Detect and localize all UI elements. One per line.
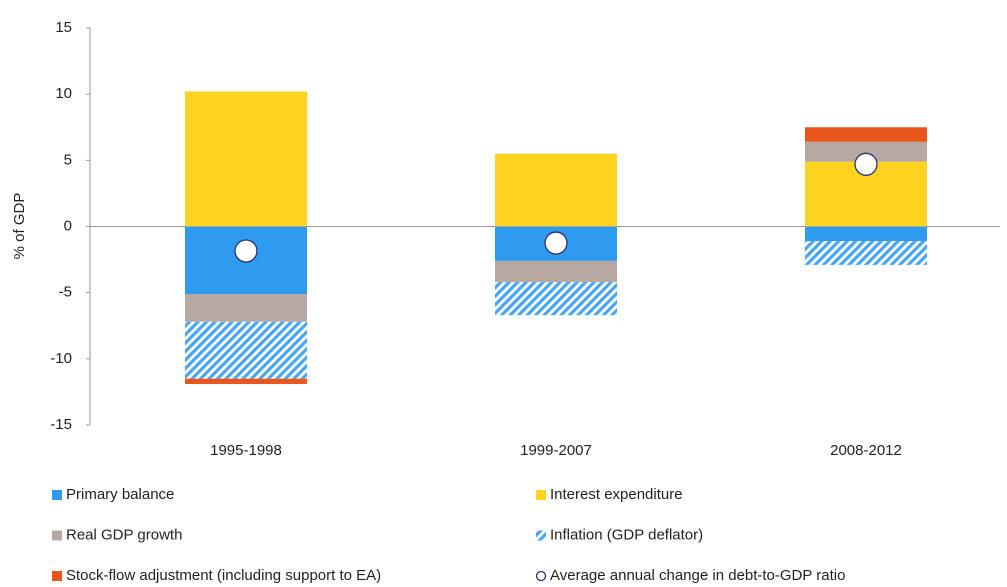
y-axis-title: % of GDP — [11, 193, 28, 260]
point — [234, 239, 258, 263]
bar-segment — [185, 378, 307, 384]
bar-segment — [805, 127, 927, 142]
legend-marker — [52, 490, 62, 500]
x-tick-label: 1995-1998 — [210, 442, 282, 459]
y-tick-label: 0 — [64, 217, 72, 234]
legend-marker — [52, 530, 62, 541]
bar-segment — [805, 226, 927, 242]
bar-segment — [185, 91, 307, 227]
point — [544, 231, 568, 255]
y-tick-label: 15 — [55, 19, 72, 36]
bar-segment — [805, 141, 927, 162]
bar-segment — [185, 321, 307, 379]
point — [854, 152, 878, 176]
y-tick-label: 10 — [55, 85, 72, 102]
legend-marker — [535, 570, 547, 582]
legend-label: Stock-flow adjustment (including support… — [66, 567, 381, 584]
x-tick-label: 2008-2012 — [830, 442, 902, 459]
bar-segment — [495, 282, 617, 316]
bar-segment — [495, 260, 617, 283]
legend-label: Average annual change in debt-to-GDP rat… — [550, 567, 845, 584]
legend-marker — [536, 490, 546, 500]
y-tick-label: -15 — [50, 416, 72, 433]
y-tick-label: -5 — [59, 284, 72, 301]
legend-label: Real GDP growth — [66, 526, 182, 543]
x-tick-label: 1999-2007 — [520, 442, 592, 459]
y-tick-label: -10 — [50, 350, 72, 367]
legend-label: Primary balance — [66, 486, 174, 503]
legend-label: Interest expenditure — [550, 486, 683, 503]
bar-segment — [495, 153, 617, 227]
bar-segment — [185, 293, 307, 322]
legend-label: Inflation (GDP deflator) — [550, 526, 703, 543]
legend-marker — [52, 571, 62, 581]
legend-marker — [536, 530, 546, 541]
y-tick-label: 5 — [64, 151, 72, 168]
bar-segment — [805, 241, 927, 265]
